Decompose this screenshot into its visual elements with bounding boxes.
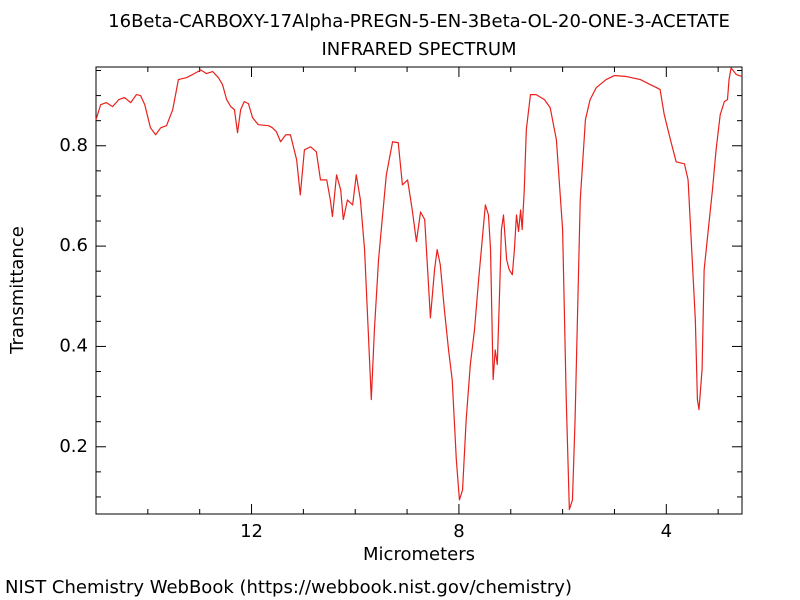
chart-subtitle: INFRARED SPECTRUM <box>321 39 516 60</box>
x-tick-label: 12 <box>240 521 263 542</box>
spectrum-line <box>95 67 743 511</box>
footer: NIST Chemistry WebBook (https://webbook.… <box>5 577 572 598</box>
y-tick-label: 0.4 <box>59 335 88 356</box>
chart-title: 16Beta-CARBOXY-17Alpha-PREGN-5-EN-3Beta-… <box>108 11 730 32</box>
plot-frame <box>95 66 743 515</box>
x-tick-label: 8 <box>453 521 464 542</box>
y-tick-label: 0.8 <box>59 135 88 156</box>
x-tick-label: 4 <box>661 521 672 542</box>
y-tick-label: 0.2 <box>59 436 88 457</box>
x-axis-label: Micrometers <box>363 544 475 565</box>
y-axis-label: Transmittance <box>7 226 28 355</box>
y-tick-label: 0.6 <box>59 235 88 256</box>
